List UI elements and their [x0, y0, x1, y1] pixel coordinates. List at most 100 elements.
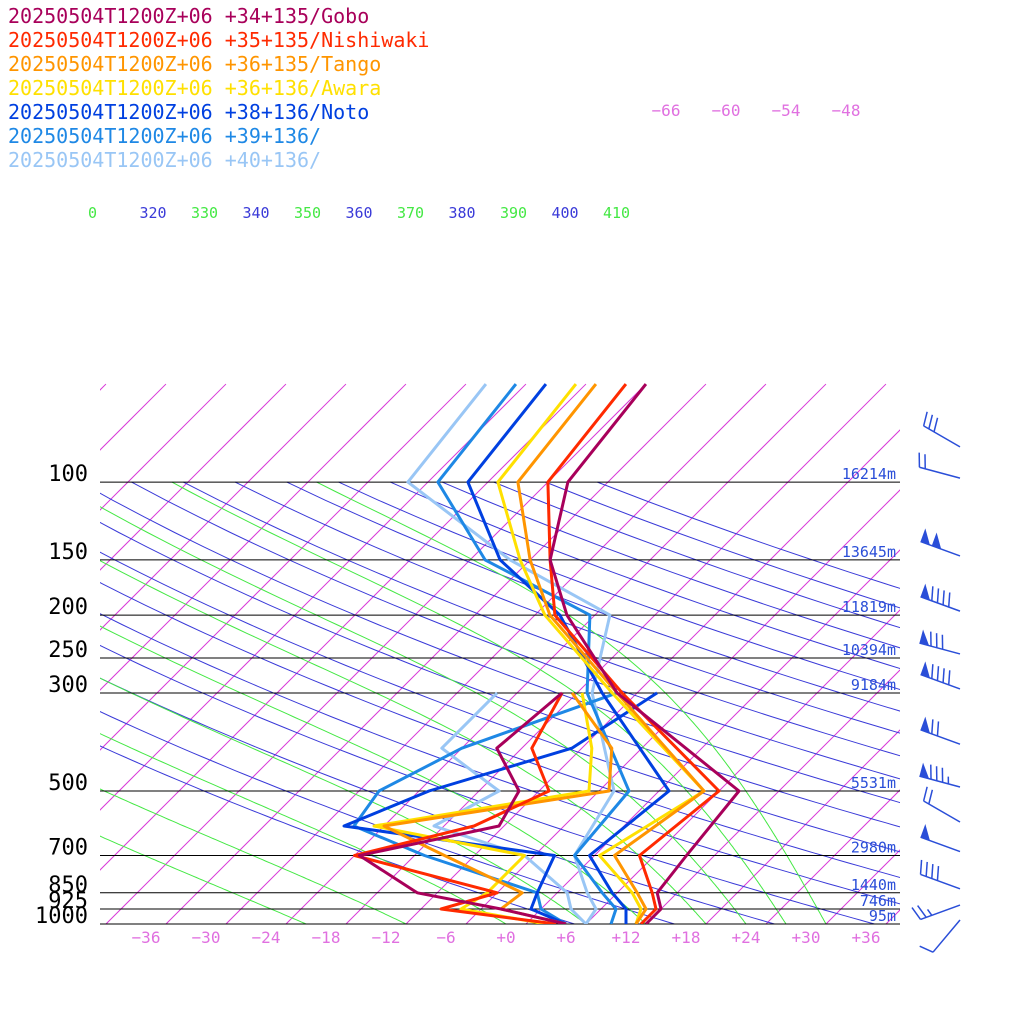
- isotherm-line: [1006, 384, 1024, 924]
- pressure-tick-label: 500: [48, 771, 88, 796]
- pressure-tick-label: 1000: [35, 904, 88, 929]
- wind-barb: [911, 904, 961, 921]
- isotherm-line: [165, 383, 707, 924]
- isotherm-line: [585, 609, 900, 924]
- theta-label: 380: [449, 204, 476, 222]
- wind-barb: [922, 411, 961, 448]
- isotherm-line: [405, 429, 900, 924]
- wind-barb: [920, 716, 961, 745]
- temperature-tick-label: −6: [436, 928, 455, 947]
- isotherm-line: [285, 383, 827, 924]
- legend-entry: 20250504T1200Z+06 +39+136/: [8, 124, 322, 148]
- legend-entry: 20250504T1200Z+06 +38+136/Noto: [8, 100, 370, 124]
- pressure-tick-label: 300: [48, 673, 88, 698]
- isotherm-top-label: −66: [652, 101, 681, 120]
- dewpoint-profile: [372, 692, 594, 924]
- theta-labels: 0 320 330 340 350 360 370 380 390 400 410: [88, 204, 630, 222]
- legend-entry: 20250504T1200Z+06 +40+136/: [8, 148, 322, 172]
- isotherm-line: [645, 669, 900, 924]
- isobar-lines: [100, 481, 900, 925]
- height-label: 95m: [869, 907, 896, 925]
- temperature-profile: [546, 383, 721, 924]
- temperature-tick-label: +0: [496, 928, 515, 947]
- pressure-tick-label: 200: [48, 595, 88, 620]
- isotherm-line: [100, 383, 227, 511]
- dewpoint-profile: [352, 691, 618, 924]
- theta-label: 0: [88, 204, 97, 222]
- isotherm-line: [100, 383, 347, 631]
- height-label: 10394m: [842, 641, 896, 659]
- height-label: 16214m: [842, 465, 896, 483]
- dry-adiabat-line: [183, 481, 900, 757]
- isotherm-line: [100, 383, 287, 571]
- top-isotherm-labels: −66 −60 −54 −48: [652, 101, 861, 120]
- moist-adiabat-line: [316, 481, 827, 924]
- temperature-profile: [496, 383, 706, 924]
- wind-barbs: [911, 411, 961, 953]
- theta-label: 400: [552, 204, 579, 222]
- temperature-profile: [406, 383, 616, 924]
- temperature-profile: [466, 383, 671, 924]
- height-labels: 16214m 13645m 11819m 10394m 9184m 5531m 2980m 1…: [842, 465, 896, 925]
- legend-entry: 20250504T1200Z+06 +36+135/Tango: [8, 52, 382, 76]
- height-label: 13645m: [842, 543, 896, 561]
- temperature-tick-label: −36: [132, 928, 161, 947]
- theta-label: 360: [346, 204, 373, 222]
- isotherm-top-label: −54: [772, 101, 801, 120]
- temperature-axis: −36 −30 −24 −18 −12 −6 +0 +6 +12 +18 +24 +30 +36: [132, 928, 881, 947]
- wind-barb: [919, 762, 961, 788]
- temperature-tick-label: +36: [852, 928, 881, 947]
- isotherm-line: [885, 909, 900, 924]
- height-label: 1440m: [851, 876, 896, 894]
- height-label: 9184m: [851, 676, 896, 694]
- isotherm-line: [105, 383, 647, 924]
- dry-adiabat-line: [100, 710, 675, 924]
- legend: 20250504T1200Z+06 +34+135/Gobo 20250504T…: [8, 4, 429, 172]
- temperature-profile: [516, 383, 706, 924]
- wind-barb: [919, 919, 961, 953]
- dry-adiabat-line: [493, 481, 900, 629]
- legend-entry: 20250504T1200Z+06 +35+135/Nishiwaki: [8, 28, 430, 52]
- temperature-tick-label: −30: [192, 928, 221, 947]
- theta-label: 350: [294, 204, 321, 222]
- isotherm-line: [100, 383, 467, 751]
- height-label: 2980m: [851, 839, 896, 857]
- dewpoint-profile: [358, 691, 567, 924]
- wind-barb: [920, 824, 961, 853]
- pressure-tick-label: 250: [48, 638, 88, 663]
- pressure-tick-label: 100: [48, 462, 88, 487]
- dewpoint-profile: [382, 692, 614, 924]
- theta-label: 330: [191, 204, 218, 222]
- theta-label: 320: [140, 204, 167, 222]
- isotherm-line: [705, 729, 900, 924]
- pressure-tick-label: 925: [48, 889, 88, 914]
- wind-barb: [919, 629, 961, 655]
- theta-label: 410: [603, 204, 630, 222]
- pressure-tick-label: 700: [48, 836, 88, 861]
- height-label: 11819m: [842, 598, 896, 616]
- isotherm-line: [0, 384, 46, 924]
- wind-barb: [920, 528, 961, 557]
- temperature-tick-label: +30: [792, 928, 821, 947]
- theta-label: 340: [243, 204, 270, 222]
- isotherm-line: [100, 383, 407, 691]
- pressure-tick-label: 850: [48, 873, 88, 898]
- temperature-tick-label: −18: [312, 928, 341, 947]
- theta-label: 390: [500, 204, 527, 222]
- temperature-tick-label: −12: [372, 928, 401, 947]
- dewpoint-profile: [432, 691, 588, 924]
- sounding-profiles: [342, 383, 741, 924]
- wind-barb: [919, 859, 961, 890]
- temperature-tick-label: +24: [732, 928, 761, 947]
- temperature-tick-label: +6: [556, 928, 575, 947]
- pressure-tick-label: 150: [48, 540, 88, 565]
- temperature-tick-label: +12: [612, 928, 641, 947]
- wind-barb: [922, 786, 961, 823]
- isotherm-line: [100, 383, 527, 811]
- temperature-tick-label: −24: [252, 928, 281, 947]
- wind-barb: [918, 452, 961, 479]
- wind-barb: [920, 661, 961, 690]
- isotherm-line: [465, 489, 900, 924]
- theta-label: 370: [397, 204, 424, 222]
